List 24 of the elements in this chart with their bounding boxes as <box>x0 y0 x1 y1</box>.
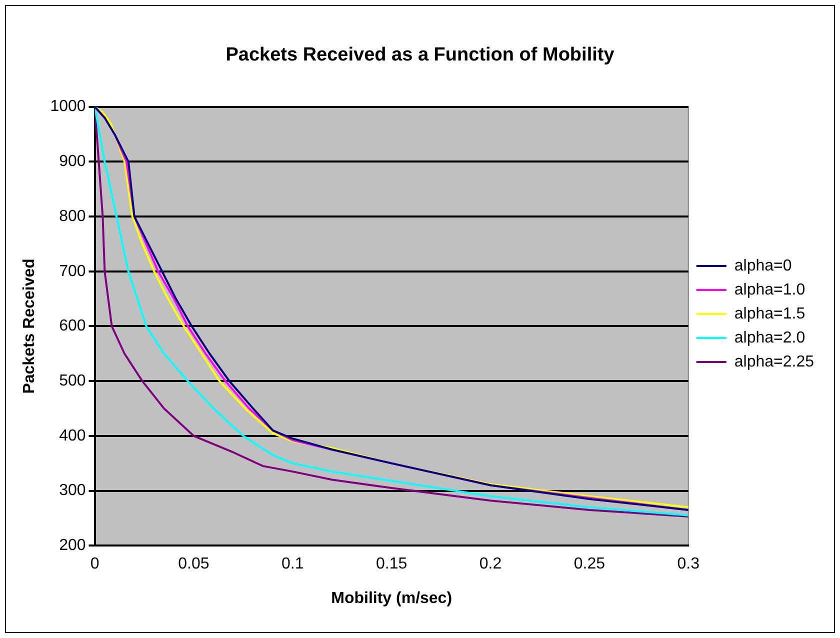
y-tick-label: 500 <box>59 372 86 390</box>
x-tick-label: 0.05 <box>178 556 210 573</box>
x-tick-label: 0 <box>90 556 100 573</box>
x-tick-label: 0.3 <box>677 556 700 573</box>
y-tick-label: 700 <box>59 262 86 280</box>
y-tick-label: 600 <box>59 318 86 335</box>
x-tick-label: 0.1 <box>282 556 304 573</box>
legend-label: alpha=1.0 <box>734 281 806 298</box>
y-axis-title: Packets Received <box>21 258 38 394</box>
legend-label: alpha=2.0 <box>734 329 806 346</box>
y-tick-label: 800 <box>59 208 86 225</box>
y-tick-label: 400 <box>59 427 86 444</box>
legend-label: alpha=2.25 <box>734 353 814 370</box>
legend-label: alpha=1.5 <box>734 305 806 322</box>
x-axis-title: Mobility (m/sec) <box>331 590 452 607</box>
legend-label: alpha=0 <box>734 257 792 274</box>
x-tick-label: 0.2 <box>479 556 502 573</box>
y-tick-label: 1000 <box>50 98 86 116</box>
y-tick-label: 300 <box>59 482 86 500</box>
x-tick-label: 0.15 <box>376 556 408 573</box>
y-tick-label: 900 <box>59 153 86 170</box>
y-tick-label: 200 <box>59 537 86 554</box>
x-tick-label: 0.25 <box>574 556 606 573</box>
chart-title: Packets Received as a Function of Mobility <box>226 44 615 66</box>
